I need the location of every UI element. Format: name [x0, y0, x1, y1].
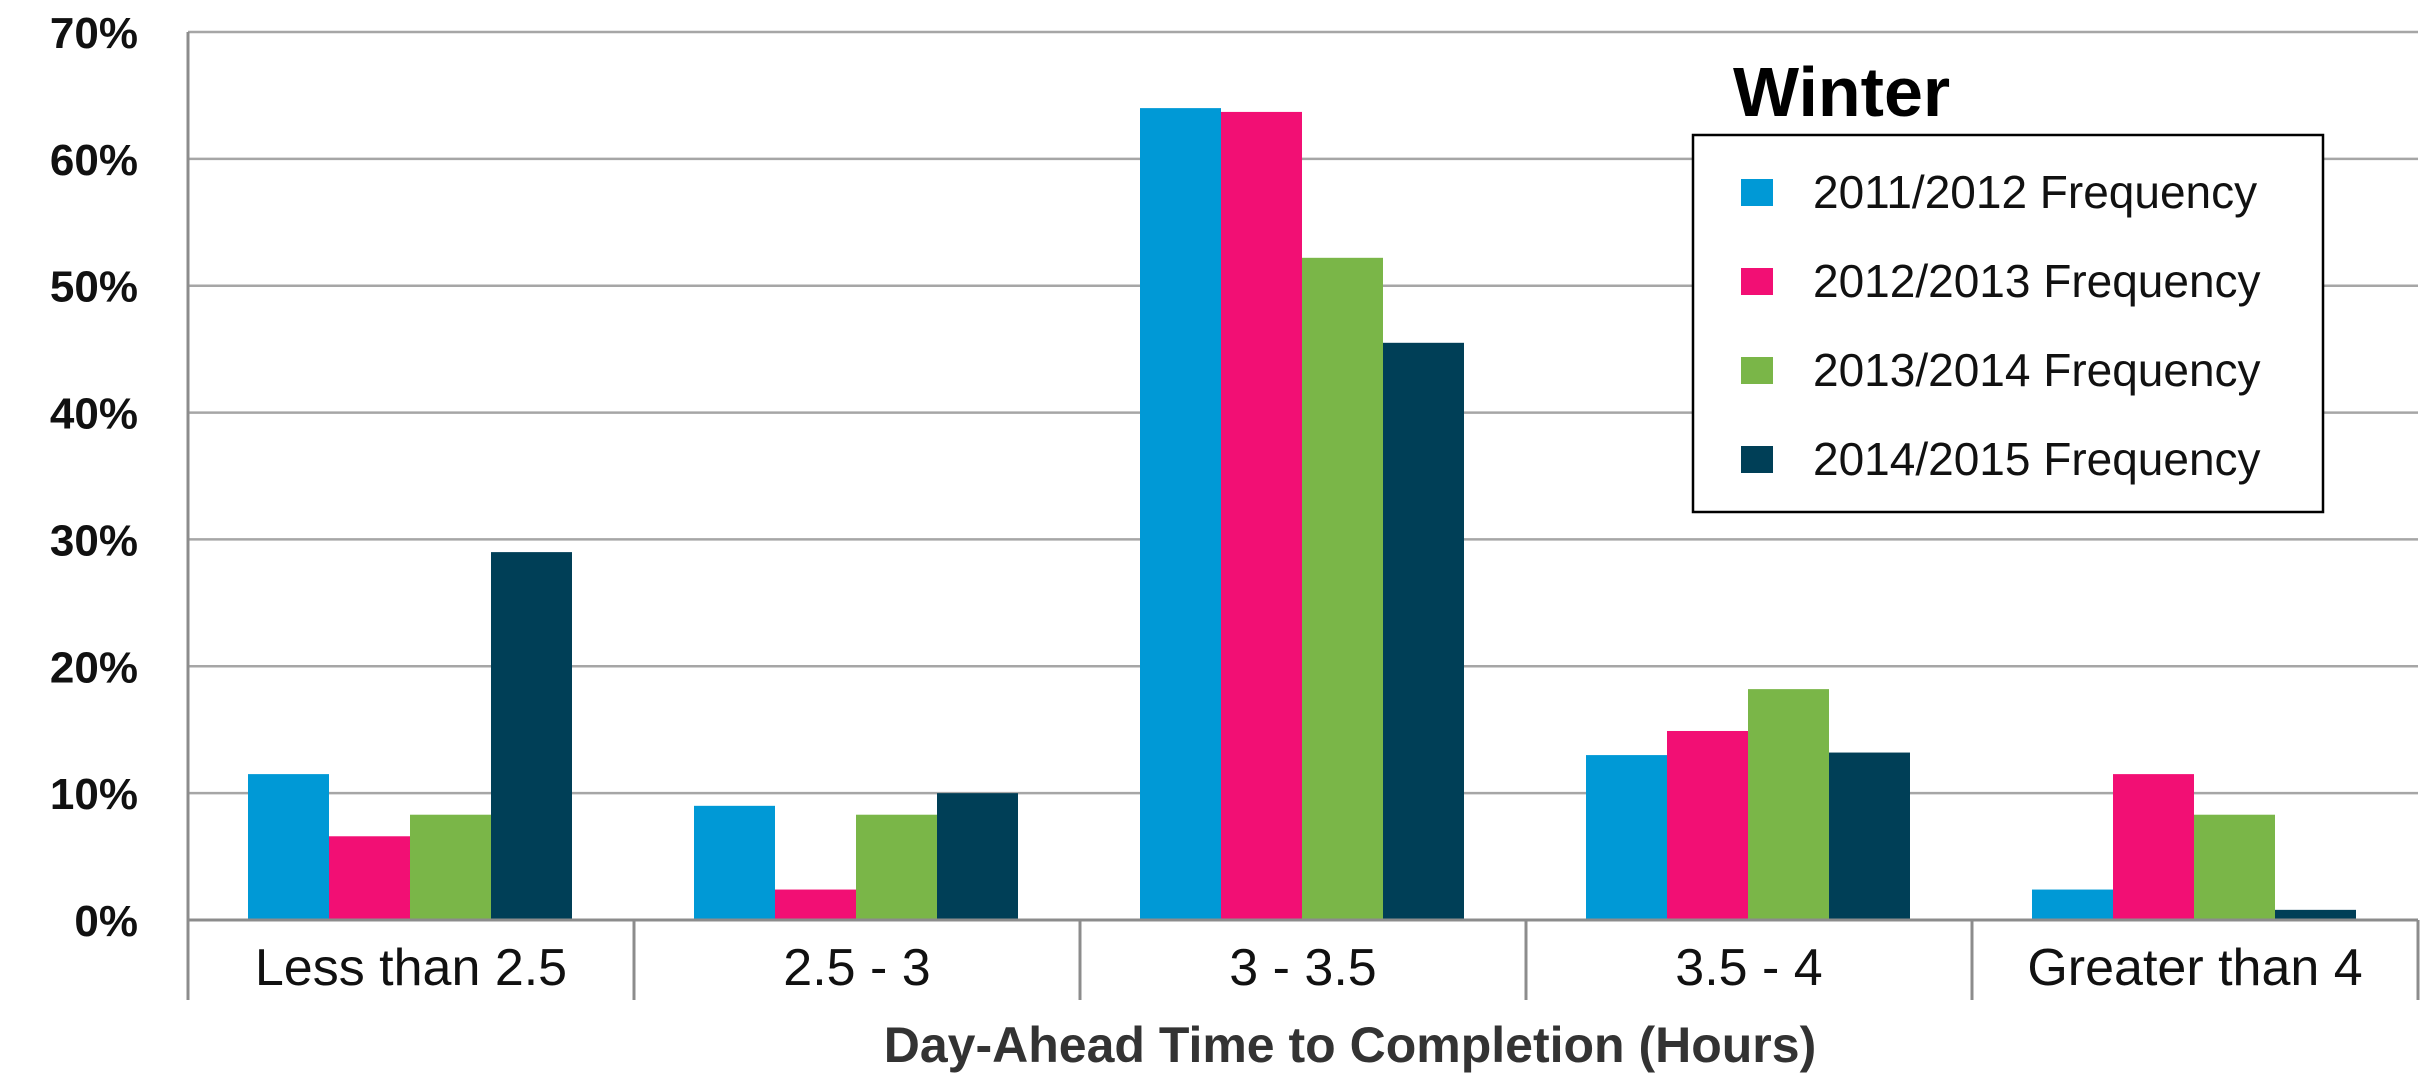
bar [1302, 257, 1383, 920]
bar [937, 793, 1018, 920]
bar [1748, 689, 1829, 920]
y-tick-label: 10% [50, 770, 138, 819]
bar [1383, 342, 1464, 920]
bar [2275, 909, 2356, 920]
legend-box [1691, 133, 2325, 514]
y-tick-label: 60% [50, 136, 138, 185]
x-tick-label: 3.5 - 4 [1675, 939, 1822, 997]
bars [248, 108, 2356, 921]
legend-items: 2011/2012 Frequency 2012/2013 Frequency 20… [1741, 166, 2261, 485]
legend-swatch [1741, 179, 1773, 206]
legend-label: 2011/2012 Frequency [1813, 166, 2257, 218]
legend-label: 2013/2014 Frequency [1813, 344, 2261, 396]
bar [775, 889, 856, 920]
bar [1221, 111, 1302, 921]
legend-swatch [1741, 357, 1773, 384]
bar [2032, 889, 2113, 920]
y-tick-label: 0% [74, 897, 138, 946]
x-tick-label: Less than 2.5 [255, 939, 567, 997]
bar [2194, 814, 2275, 920]
legend-label: 2014/2015 Frequency [1813, 433, 2261, 485]
x-tick-label: Greater than 4 [2027, 939, 2362, 997]
y-tick-label: 70% [50, 9, 138, 58]
legend-swatch [1741, 268, 1773, 295]
y-tick-label: 50% [50, 263, 138, 312]
bar [1140, 108, 1221, 921]
bar [1586, 755, 1667, 920]
axes [186, 32, 2420, 1000]
bar [329, 836, 410, 920]
bar [410, 814, 491, 920]
x-tick-label: 2.5 - 3 [783, 939, 930, 997]
legend: 2011/2012 Frequency 2012/2013 Frequency 20… [1691, 133, 2325, 514]
legend-swatch [1741, 446, 1773, 473]
bar [1667, 730, 1748, 920]
bar [248, 774, 329, 920]
x-axis-label: Day-Ahead Time to Completion (Hours) [884, 1017, 1816, 1073]
bar [491, 552, 572, 920]
chart-title: Winter [1733, 53, 1950, 131]
bar [694, 805, 775, 920]
bar [856, 814, 937, 920]
bar [2113, 774, 2194, 920]
y-tick-label: 30% [50, 516, 138, 565]
y-tick-label: 40% [50, 390, 138, 439]
x-tick-label: 3 - 3.5 [1229, 939, 1376, 997]
legend-label: 2012/2013 Frequency [1813, 255, 2261, 307]
bar [1829, 752, 1910, 920]
tick-labels: 0% 10% 20% 30% 40% 50% 60% 70% Less than 2.5 2.5 … [50, 9, 2363, 997]
y-tick-label: 20% [50, 643, 138, 692]
